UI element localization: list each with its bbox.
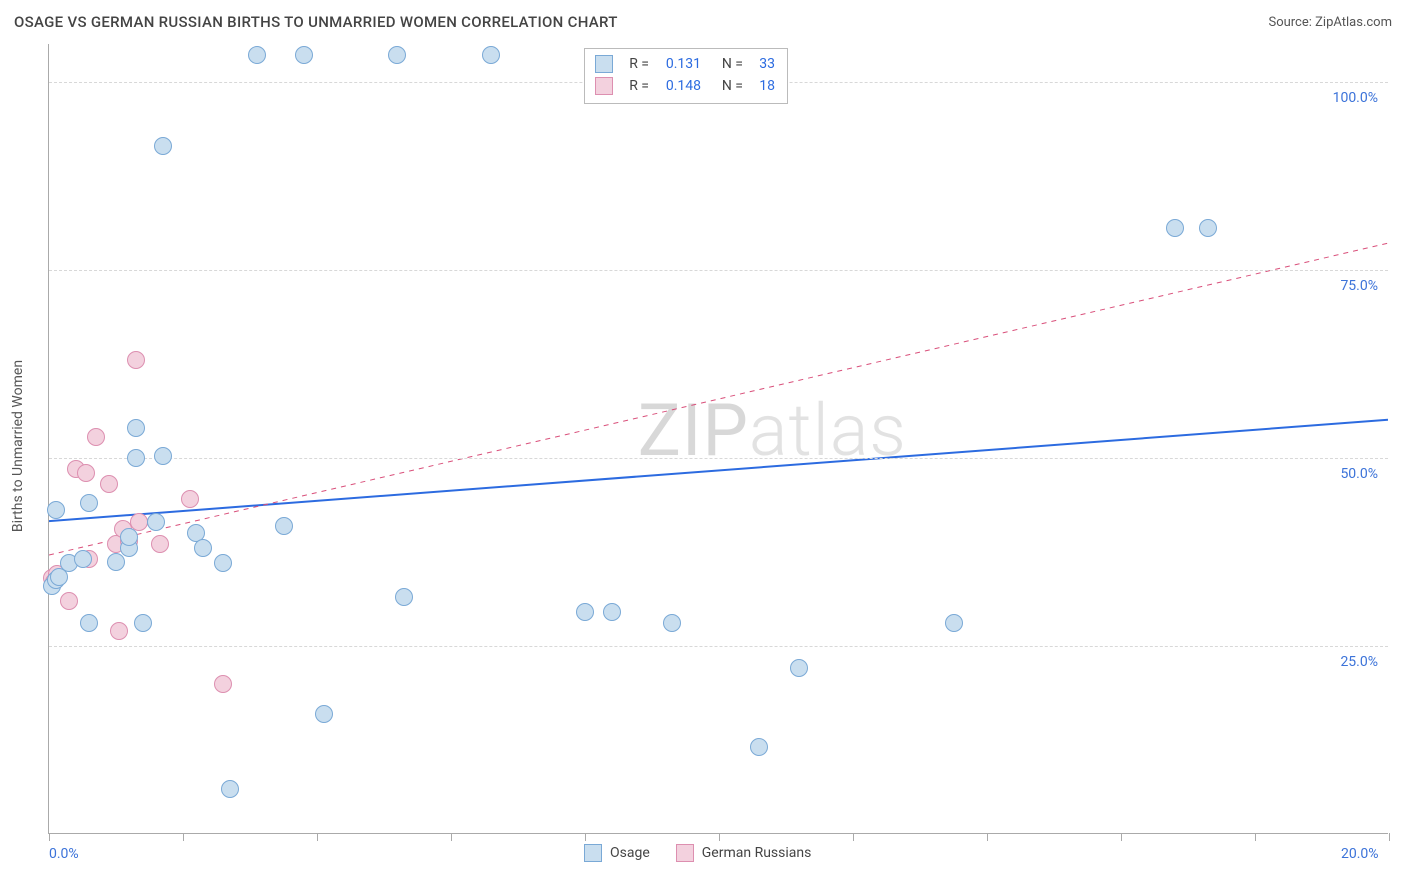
x-tick — [719, 833, 720, 841]
x-tick — [49, 833, 50, 841]
data-point — [214, 675, 232, 693]
legend-row: R = 0.131 N = 33 — [595, 53, 775, 75]
legend-label: Osage — [610, 845, 650, 861]
data-point — [154, 447, 172, 465]
data-point — [127, 351, 145, 369]
data-point — [388, 46, 406, 64]
data-point — [194, 539, 212, 557]
x-tick-label: 0.0% — [49, 846, 79, 862]
x-tick — [987, 833, 988, 841]
n-label: N = — [715, 78, 743, 94]
y-axis-label: Births to Unmarried Women — [10, 360, 26, 532]
data-point — [576, 603, 594, 621]
x-tick — [585, 833, 586, 841]
data-point — [790, 659, 808, 677]
legend-swatch — [595, 55, 613, 73]
data-point — [482, 46, 500, 64]
data-point — [100, 475, 118, 493]
chart-header: OSAGE VS GERMAN RUSSIAN BIRTHS TO UNMARR… — [0, 0, 1406, 42]
correlation-legend: R = 0.131 N = 33 R = 0.148 N = 18 — [584, 48, 788, 104]
x-tick — [1121, 833, 1122, 841]
data-point — [127, 449, 145, 467]
r-label: R = — [621, 56, 649, 72]
y-tick-label: 100.0% — [1333, 90, 1378, 106]
scatter-plot: ZIPatlas 25.0%50.0%75.0%100.0%0.0%20.0% — [48, 44, 1388, 834]
data-point — [315, 705, 333, 723]
y-tick-label: 75.0% — [1340, 278, 1378, 294]
data-point — [74, 550, 92, 568]
legend-swatch — [584, 844, 602, 862]
data-point — [151, 535, 169, 553]
gridline — [49, 458, 1388, 459]
x-tick — [451, 833, 452, 841]
data-point — [80, 614, 98, 632]
data-point — [214, 554, 232, 572]
x-tick — [1389, 833, 1390, 841]
data-point — [663, 614, 681, 632]
legend-swatch — [676, 844, 694, 862]
data-point — [248, 46, 266, 64]
trend-line — [49, 243, 1388, 555]
data-point — [395, 588, 413, 606]
data-point — [127, 419, 145, 437]
n-value: 33 — [751, 56, 775, 72]
data-point — [221, 780, 239, 798]
trend-line — [49, 420, 1388, 521]
data-point — [295, 46, 313, 64]
n-label: N = — [715, 56, 743, 72]
legend-item: German Russians — [676, 844, 812, 862]
x-tick — [853, 833, 854, 841]
gridline — [49, 646, 1388, 647]
x-tick — [317, 833, 318, 841]
y-tick-label: 50.0% — [1340, 466, 1378, 482]
series-legend: Osage German Russians — [584, 844, 811, 862]
n-value: 18 — [751, 78, 775, 94]
data-point — [147, 513, 165, 531]
data-point — [47, 501, 65, 519]
data-point — [750, 738, 768, 756]
data-point — [275, 517, 293, 535]
x-tick — [183, 833, 184, 841]
data-point — [80, 494, 98, 512]
data-point — [1199, 219, 1217, 237]
legend-item: Osage — [584, 844, 650, 862]
x-tick — [1255, 833, 1256, 841]
r-value: 0.148 — [657, 78, 701, 94]
chart-title: OSAGE VS GERMAN RUSSIAN BIRTHS TO UNMARR… — [14, 13, 618, 31]
data-point — [120, 528, 138, 546]
data-point — [87, 428, 105, 446]
data-point — [603, 603, 621, 621]
r-label: R = — [621, 78, 649, 94]
data-point — [181, 490, 199, 508]
data-point — [60, 592, 78, 610]
legend-row: R = 0.148 N = 18 — [595, 75, 775, 97]
legend-label: German Russians — [702, 845, 812, 861]
legend-swatch — [595, 77, 613, 95]
gridline — [49, 270, 1388, 271]
data-point — [1166, 219, 1184, 237]
data-point — [110, 622, 128, 640]
watermark: ZIPatlas — [638, 388, 907, 473]
chart-source: Source: ZipAtlas.com — [1268, 15, 1392, 30]
data-point — [107, 553, 125, 571]
r-value: 0.131 — [657, 56, 701, 72]
trend-lines — [49, 44, 1388, 833]
y-tick-label: 25.0% — [1340, 654, 1378, 670]
data-point — [154, 137, 172, 155]
data-point — [134, 614, 152, 632]
data-point — [945, 614, 963, 632]
data-point — [77, 464, 95, 482]
x-tick-label: 20.0% — [1341, 846, 1379, 862]
